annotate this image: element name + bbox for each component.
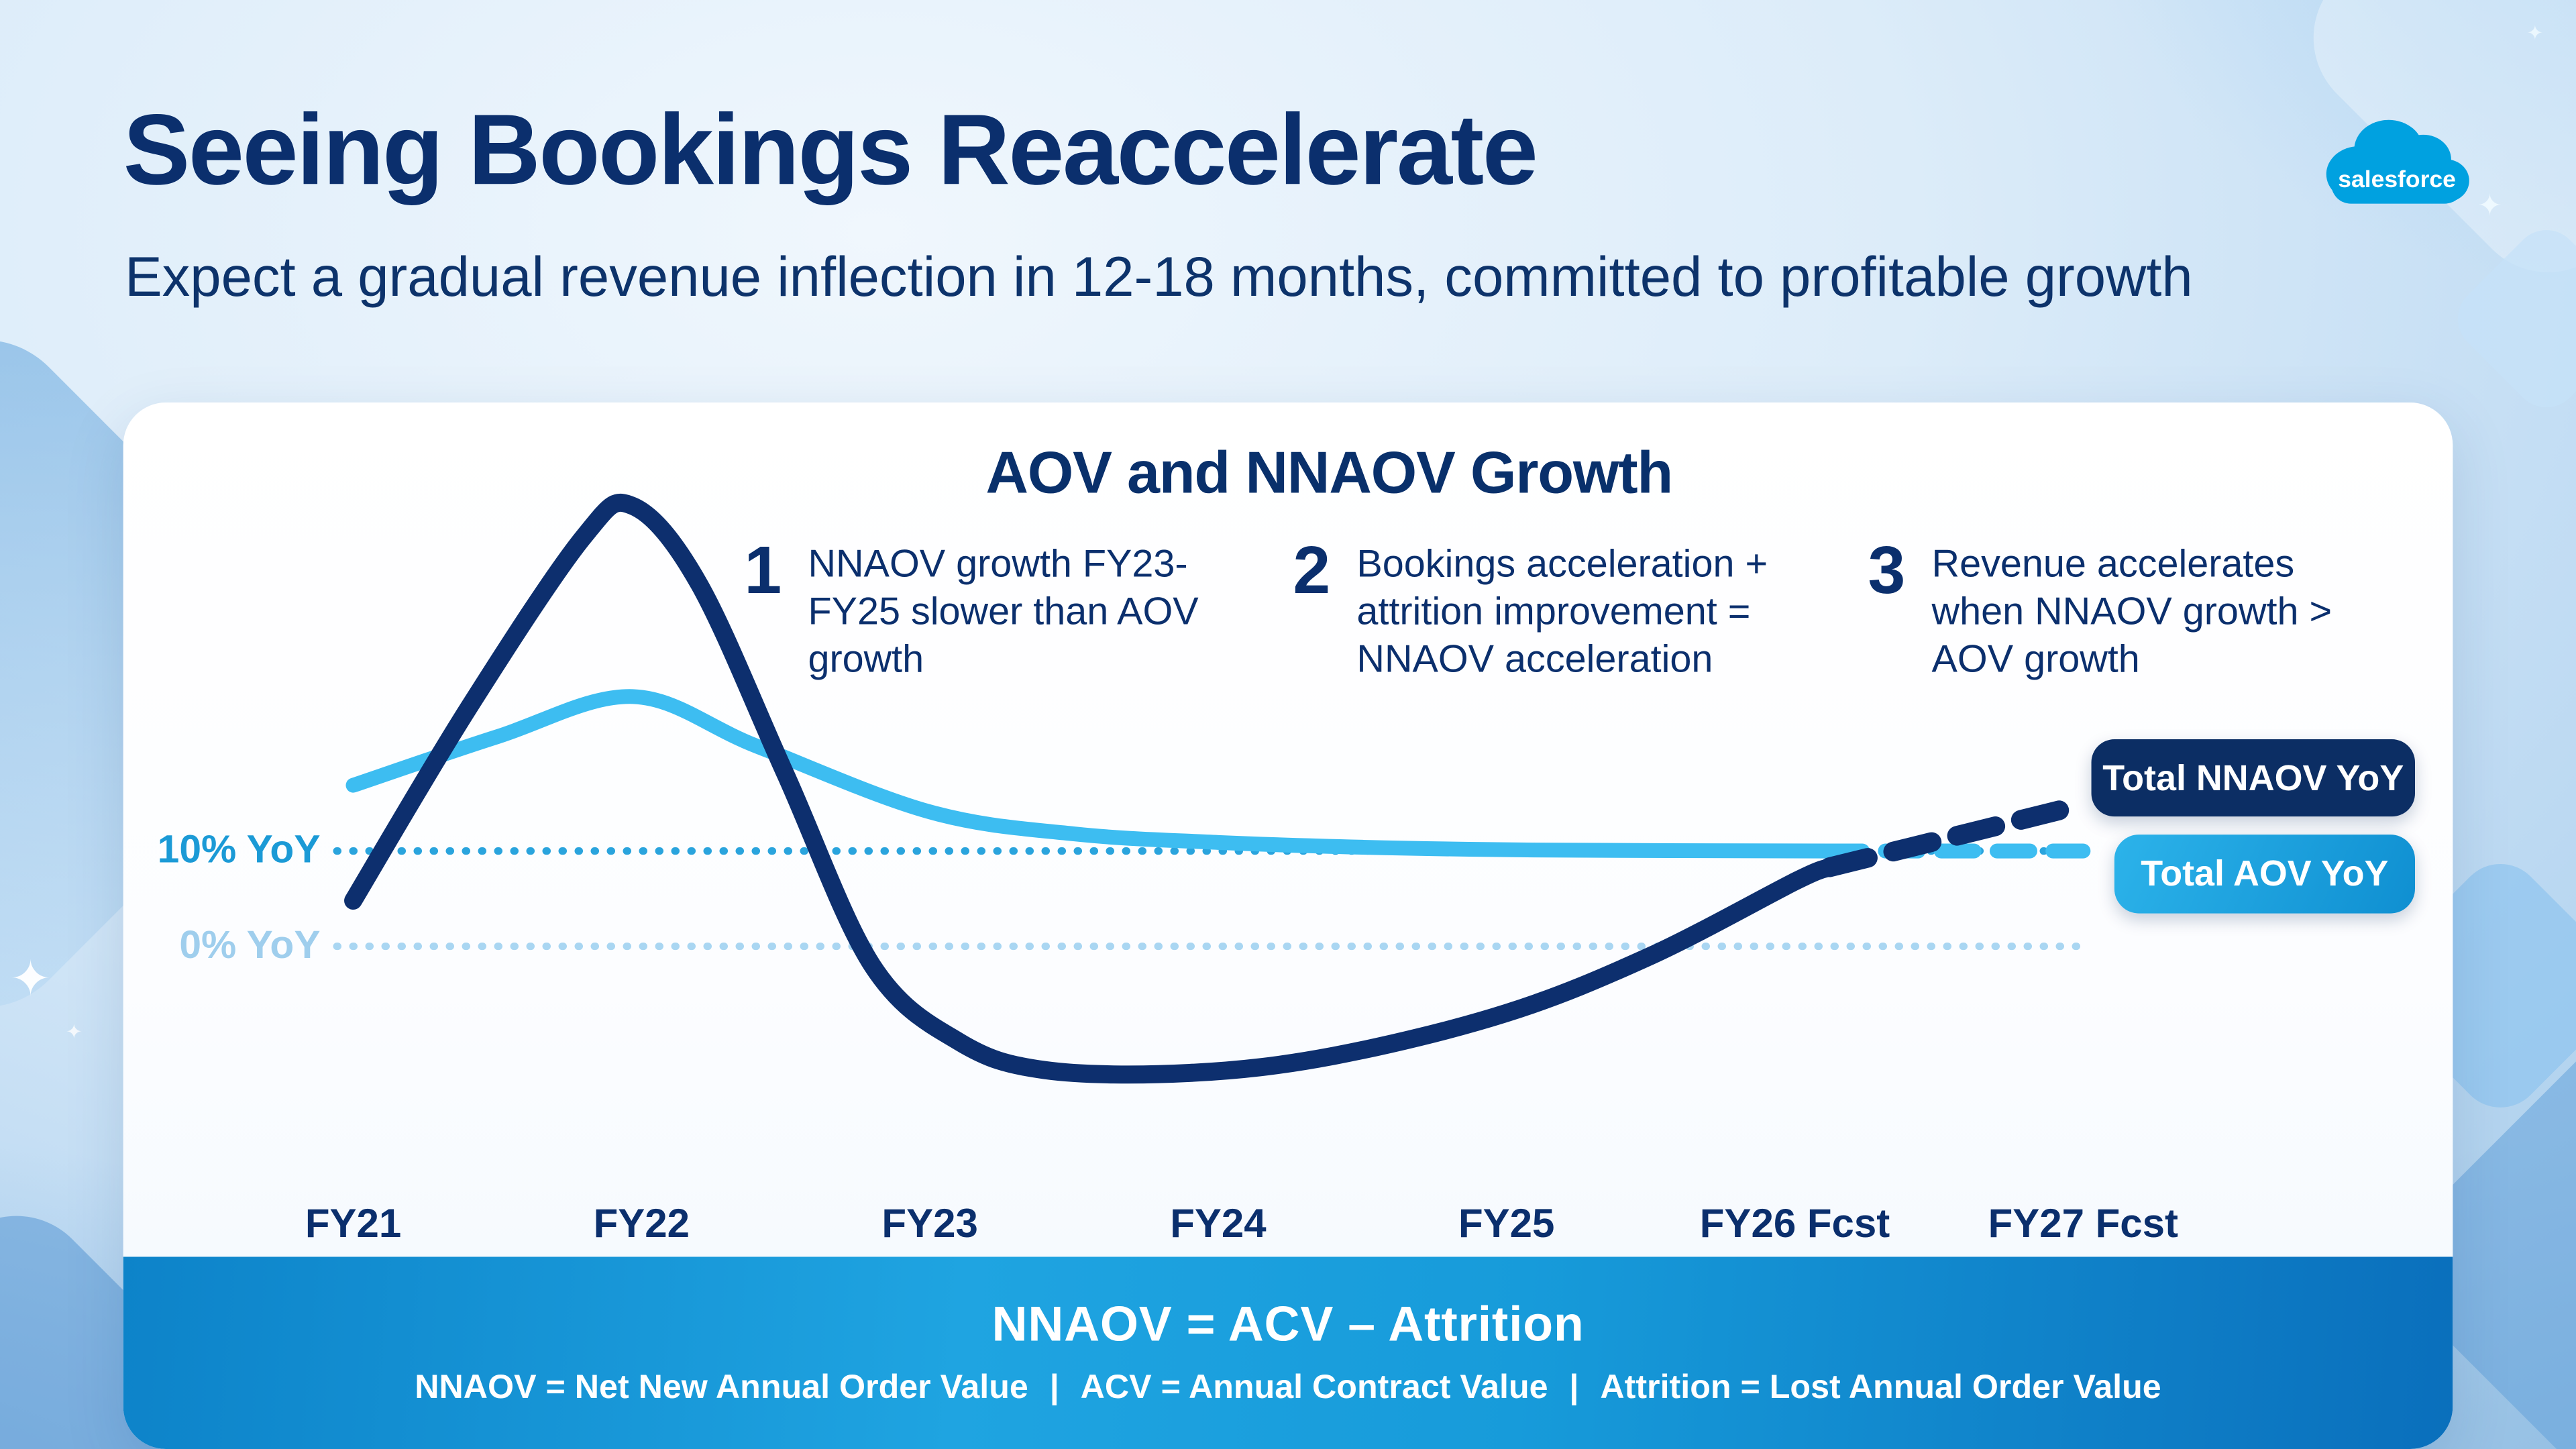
page-title: Seeing Bookings Reaccelerate xyxy=(123,93,1538,206)
salesforce-logo: salesforce xyxy=(2320,109,2471,214)
sparkle-icon: ✦ xyxy=(9,953,52,1008)
annotation-3-number: 3 xyxy=(1868,532,1906,608)
definitions-banner: NNAOV = ACV – Attrition NNAOV = Net New … xyxy=(123,1256,2453,1449)
annotation-2-number: 2 xyxy=(1293,532,1331,608)
chart-title: AOV and NNAOV Growth xyxy=(985,438,1673,506)
annotation-1-number: 1 xyxy=(744,532,782,608)
annotation-1-text: NNAOV growth FY23-FY25 slower than AOV g… xyxy=(808,542,1199,681)
annotation-1: 1 NNAOV growth FY23-FY25 slower than AOV… xyxy=(744,537,1225,684)
growth-chart xyxy=(333,493,2094,1084)
definition-separator: | xyxy=(1049,1368,1059,1407)
x-axis-label-fy23: FY23 xyxy=(881,1202,978,1247)
x-axis-label-fy27-fcst: FY27 Fcst xyxy=(1988,1202,2179,1247)
sparkle-icon: ✦ xyxy=(2477,189,2503,222)
annotation-2-text: Bookings acceleration + attrition improv… xyxy=(1356,542,1768,681)
annotation-2: 2 Bookings acceleration + attrition impr… xyxy=(1293,537,1796,684)
definition-attrition: Attrition = Lost Annual Order Value xyxy=(1600,1368,2161,1407)
aov-curve xyxy=(345,689,1837,859)
definition-acv: ACV = Annual Contract Value xyxy=(1080,1368,1548,1407)
salesforce-logo-text: salesforce xyxy=(2338,166,2456,193)
chart-card: AOV and NNAOV Growth 1 NNAOV growth FY23… xyxy=(123,402,2453,1449)
salesforce-cloud-icon: salesforce xyxy=(2326,119,2469,204)
annotation-3: 3 Revenue accelerates when NNAOV growth … xyxy=(1868,537,2345,684)
y-axis-label-10pct: 10% YoY xyxy=(157,828,321,873)
x-axis-label-fy21: FY21 xyxy=(305,1202,402,1247)
legend-total-aov-yoy: Total AOV YoY xyxy=(2114,835,2416,914)
x-axis-label-fy26-fcst: FY26 Fcst xyxy=(1699,1202,1890,1247)
y-axis-label-0pct: 0% YoY xyxy=(179,923,321,968)
definition-separator: | xyxy=(1569,1368,1579,1407)
definition-nnaov: NNAOV = Net New Annual Order Value xyxy=(415,1368,1028,1407)
sparkle-icon: ✦ xyxy=(65,1020,83,1044)
x-axis-labels: FY21 FY22 FY23 FY24 FY25 FY26 Fcst FY27 … xyxy=(123,1203,2453,1258)
x-axis-label-fy25: FY25 xyxy=(1458,1202,1555,1247)
x-axis-label-fy24: FY24 xyxy=(1170,1202,1267,1247)
legend-total-nnaov-yoy: Total NNAOV YoY xyxy=(2091,739,2416,817)
x-axis-label-fy22: FY22 xyxy=(593,1202,690,1247)
nnaov-forecast-dashed-curve xyxy=(1819,794,2094,877)
annotation-3-text: Revenue accelerates when NNAOV growth > … xyxy=(1931,542,2332,681)
nnaov-curve xyxy=(344,493,1839,1084)
nnaov-formula: NNAOV = ACV – Attrition xyxy=(991,1297,1585,1352)
definitions-line: NNAOV = Net New Annual Order Value | ACV… xyxy=(415,1368,2161,1408)
page-subtitle: Expect a gradual revenue inflection in 1… xyxy=(125,246,2193,309)
sparkle-icon: ✦ xyxy=(2526,21,2544,45)
